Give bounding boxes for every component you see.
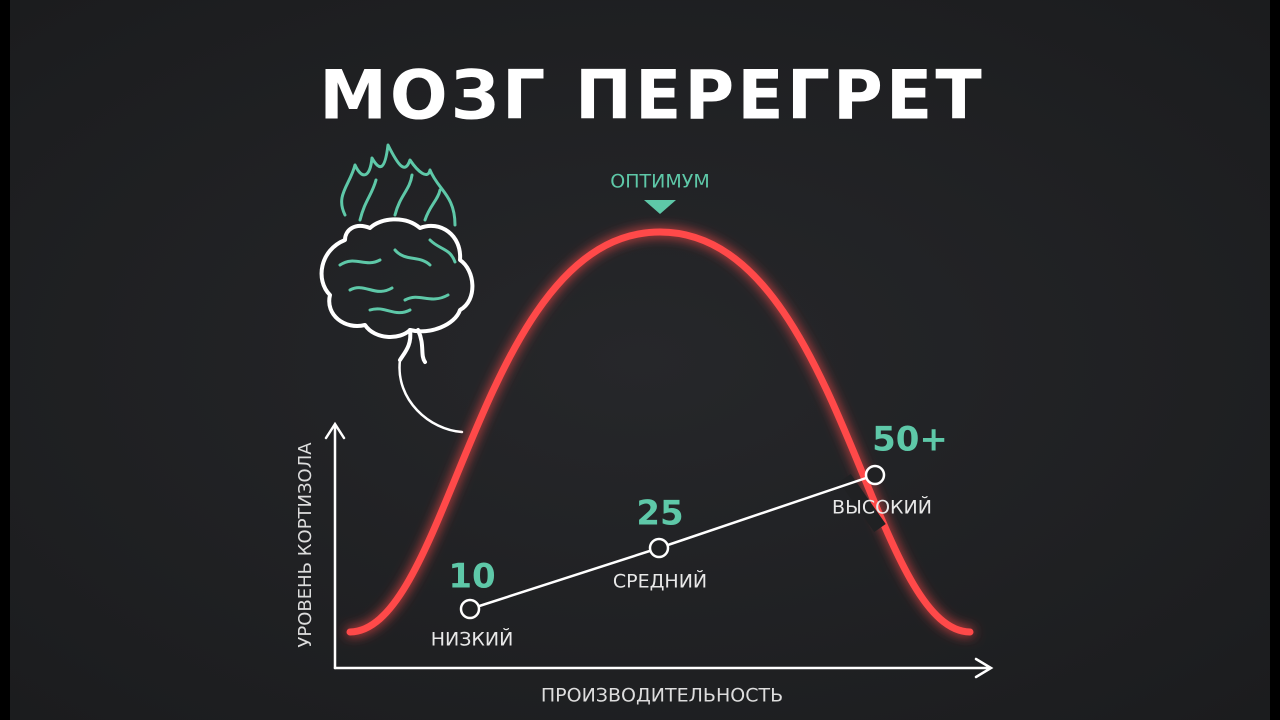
point-marker — [864, 464, 886, 486]
point-label: НИЗКИЙ — [431, 628, 514, 651]
point-value: 50+ — [872, 420, 948, 460]
x-axis-label: ПРОИЗВОДИТЕЛЬНОСТЬ — [541, 685, 783, 707]
point-marker — [648, 537, 670, 559]
title: МОЗГ ПЕРЕГРЕТ — [319, 57, 984, 136]
points: 10 НИЗКИЙ 25 СРЕДНИЙ 50+ ВЫСОКИЙ — [431, 420, 948, 651]
background — [10, 0, 1270, 720]
point-value: 10 — [448, 557, 495, 597]
axes — [324, 421, 994, 679]
point-label: ВЫСОКИЙ — [832, 496, 932, 519]
point-marker — [459, 598, 481, 620]
y-axis-label: УРОВЕНЬ КОРТИЗОЛА — [295, 442, 316, 648]
peak-label: ОПТИМУМ — [610, 171, 709, 193]
curve-gap — [839, 473, 886, 533]
stress-curve — [346, 228, 974, 636]
point-label: СРЕДНИЙ — [613, 570, 707, 593]
peak-marker — [644, 200, 676, 214]
brain-icon — [319, 143, 475, 434]
point-value: 25 — [636, 494, 683, 534]
